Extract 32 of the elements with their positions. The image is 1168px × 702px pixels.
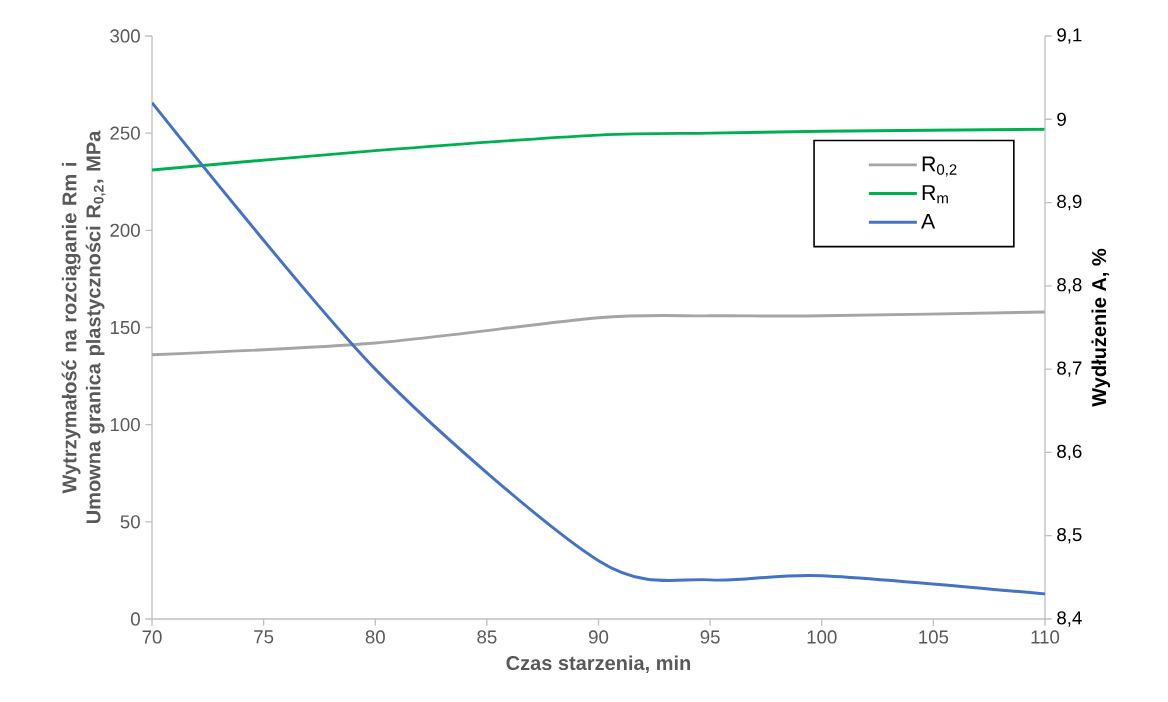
line-series [152,101,1045,596]
x-tick-label: 105 [919,630,949,644]
x-tick-label: 85 [477,630,497,644]
line-series [152,310,1045,357]
y2-tick-label: 9 [1057,112,1066,126]
legend-label: A [921,213,936,229]
y-axis-title: Wytrzymałość na rozciąganie Rm i Umowna granica plastyczności R$_{0,2}$, MPa [61,130,106,524]
y2-tick-label: 8,7 [1057,361,1082,377]
y-tick-label: 150 [110,320,140,335]
y-tick-label: 200 [110,223,140,237]
x-tick-label: 110 [1031,630,1060,644]
x-tick-label: 95 [700,630,720,644]
y-tick-label: 100 [110,418,140,432]
legend-label: R$_{m}$ [922,185,948,204]
y-tick-label: 0 [130,612,140,626]
x-tick-label: 80 [365,630,385,644]
y2-tick-label: 8,5 [1057,527,1082,544]
x-tick-label: 75 [254,630,274,644]
y2-tick-label: 8,6 [1057,444,1082,461]
y2-tick-label: 9,1 [1057,28,1082,44]
x-tick-label: 70 [142,630,162,644]
x-tick-label: 90 [589,630,609,644]
y2-tick-label: 8,8 [1057,278,1082,294]
x-tick-label: 100 [807,630,837,644]
y-tick-label: 250 [110,126,140,140]
y-tick-label: 300 [110,29,140,43]
x-axis-title: Czas starzenia, min [506,655,691,673]
y2-tick-label: 8,4 [1057,611,1082,627]
y2-tick-label: 8,9 [1057,194,1082,211]
y-tick-label: 50 [120,515,140,529]
y2-axis-title: Wydłużenie A, % [1091,248,1111,407]
legend-label: R$_{0,2}$ [922,156,957,177]
